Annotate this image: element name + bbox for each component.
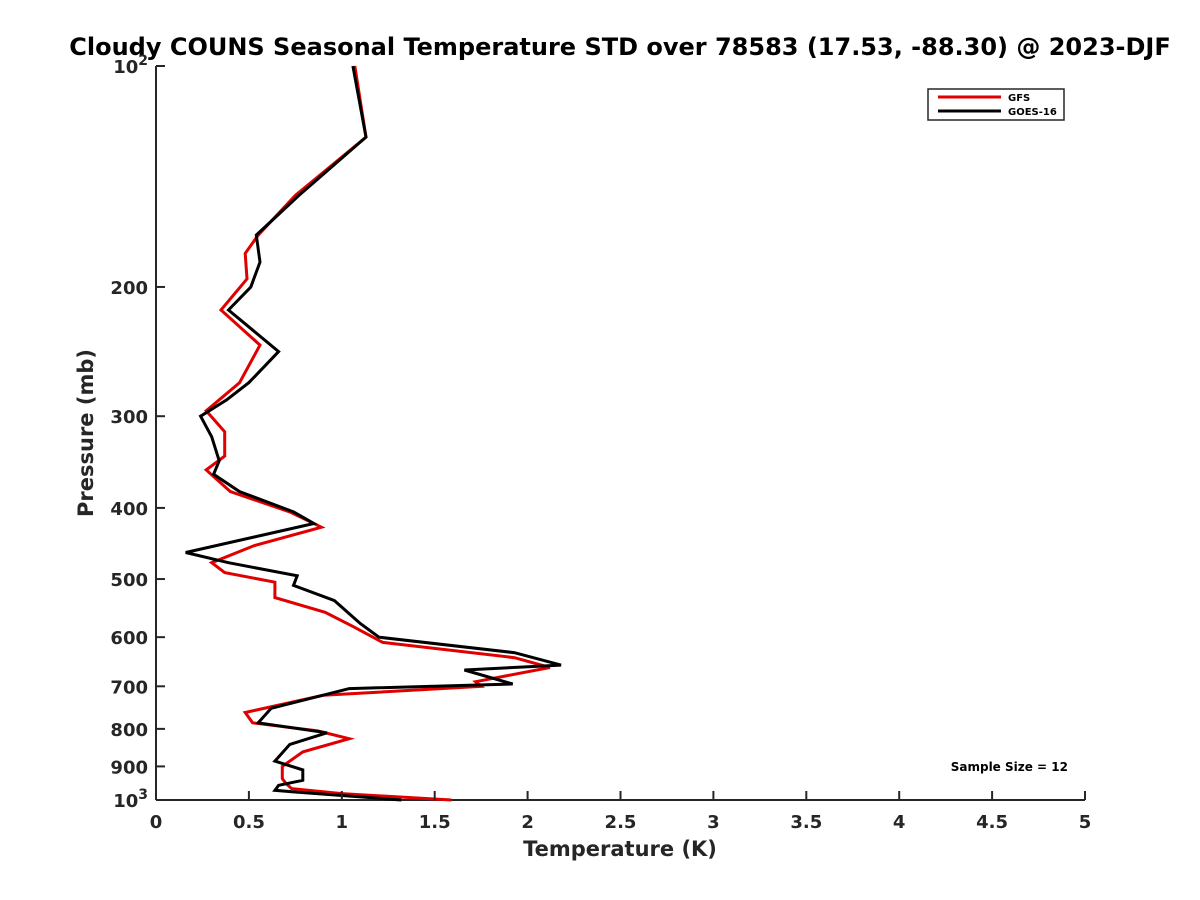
legend-label-gfs: GFS bbox=[1008, 93, 1030, 104]
legend: GFS GOES-16 bbox=[927, 88, 1065, 121]
y-tick-label: 300 bbox=[110, 407, 148, 428]
sample-size-annotation: Sample Size = 12 bbox=[951, 760, 1068, 774]
x-tick-label: 0 bbox=[150, 812, 163, 833]
x-tick-label: 2.5 bbox=[605, 812, 637, 833]
chart-title: Cloudy COUNS Seasonal Temperature STD ov… bbox=[69, 33, 1171, 61]
x-tick-label: 0.5 bbox=[233, 812, 265, 833]
x-axis-label: Temperature (K) bbox=[523, 837, 717, 861]
x-tick-label: 2 bbox=[521, 812, 534, 833]
y-tick-label: 900 bbox=[110, 757, 148, 778]
x-tick-label: 5 bbox=[1079, 812, 1092, 833]
y-tick-label: 103 bbox=[113, 787, 148, 812]
y-tick-label: 102 bbox=[113, 53, 148, 78]
y-tick-label: 800 bbox=[110, 720, 148, 741]
series-line-goes-16 bbox=[185, 65, 562, 802]
y-tick-label: 700 bbox=[110, 677, 148, 698]
x-tick-label: 3.5 bbox=[790, 812, 822, 833]
series-line-gfs bbox=[203, 65, 551, 802]
x-tick-label: 3 bbox=[707, 812, 720, 833]
x-tick-label: 4.5 bbox=[976, 812, 1008, 833]
y-axis-label: Pressure (mb) bbox=[74, 349, 98, 517]
x-axis: 0 0.5 1 1.5 2 2.5 3 3.5 4 4.5 5 bbox=[150, 791, 1092, 833]
y-tick-label: 500 bbox=[110, 570, 148, 591]
legend-box bbox=[927, 88, 1065, 121]
x-tick-label: 1.5 bbox=[419, 812, 451, 833]
y-tick-label: 200 bbox=[110, 278, 148, 299]
y-tick-label: 600 bbox=[110, 628, 148, 649]
series-layer bbox=[185, 65, 562, 802]
plot-area bbox=[155, 66, 1085, 801]
x-tick-label: 4 bbox=[893, 812, 906, 833]
y-tick-label: 400 bbox=[110, 499, 148, 520]
x-tick-label: 1 bbox=[336, 812, 349, 833]
legend-label-goes-16: GOES-16 bbox=[1008, 107, 1057, 118]
y-axis: 102 200 300 400 500 600 700 800 900 103 bbox=[110, 53, 165, 812]
